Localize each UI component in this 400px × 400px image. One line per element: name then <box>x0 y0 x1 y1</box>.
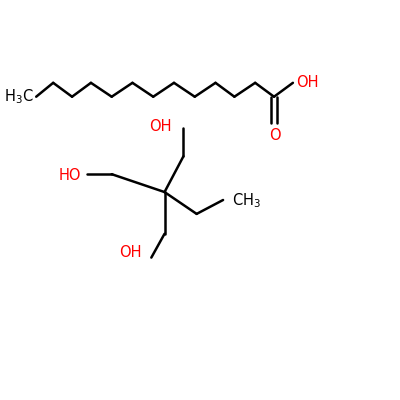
Text: HO: HO <box>59 168 81 183</box>
Text: OH: OH <box>150 118 172 134</box>
Text: OH: OH <box>119 245 142 260</box>
Text: H$_3$C: H$_3$C <box>4 87 33 106</box>
Text: CH$_3$: CH$_3$ <box>232 192 261 210</box>
Text: O: O <box>269 128 280 144</box>
Text: OH: OH <box>296 75 318 90</box>
